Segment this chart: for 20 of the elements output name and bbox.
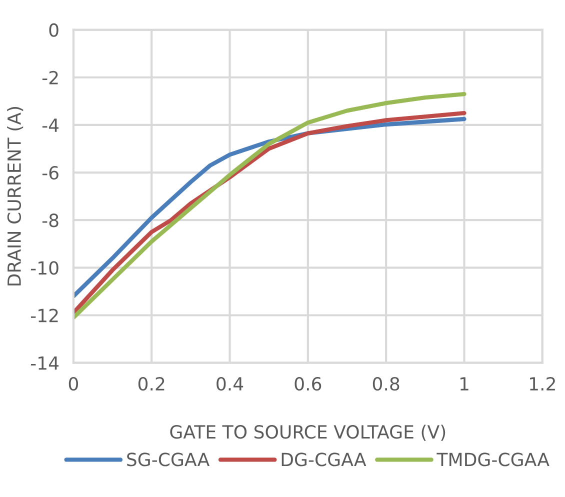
x-tick-label: 1 (460, 377, 468, 390)
x-tick-label: 0.6 (294, 377, 322, 391)
legend-label: SG-CGAA (127, 452, 210, 466)
x-tick-label: 0.8 (372, 377, 400, 391)
y-axis-title: DRAIN CURRENT (A) (7, 107, 24, 286)
x-tick-label: 0.4 (216, 377, 244, 391)
y-tick-label: -8 (42, 214, 58, 228)
x-tick-label: 1.2 (530, 377, 555, 390)
x-tick-label: 0 (68, 377, 78, 391)
y-tick-label: -4 (42, 118, 59, 132)
legend-label: TMDG-CGAA (436, 452, 550, 466)
y-tick-label: -10 (30, 261, 58, 275)
y-tick-label: 0 (49, 23, 58, 37)
y-tick-label: -2 (42, 70, 58, 84)
x-tick-label: 0.2 (138, 377, 164, 391)
y-tick-label: -12 (30, 308, 58, 322)
y-tick-label: -14 (30, 356, 59, 370)
legend-label: DG-CGAA (282, 452, 366, 466)
y-tick-label: -6 (42, 166, 58, 180)
x-axis-title: GATE TO SOURCE VOLTAGE (V) (170, 424, 446, 441)
